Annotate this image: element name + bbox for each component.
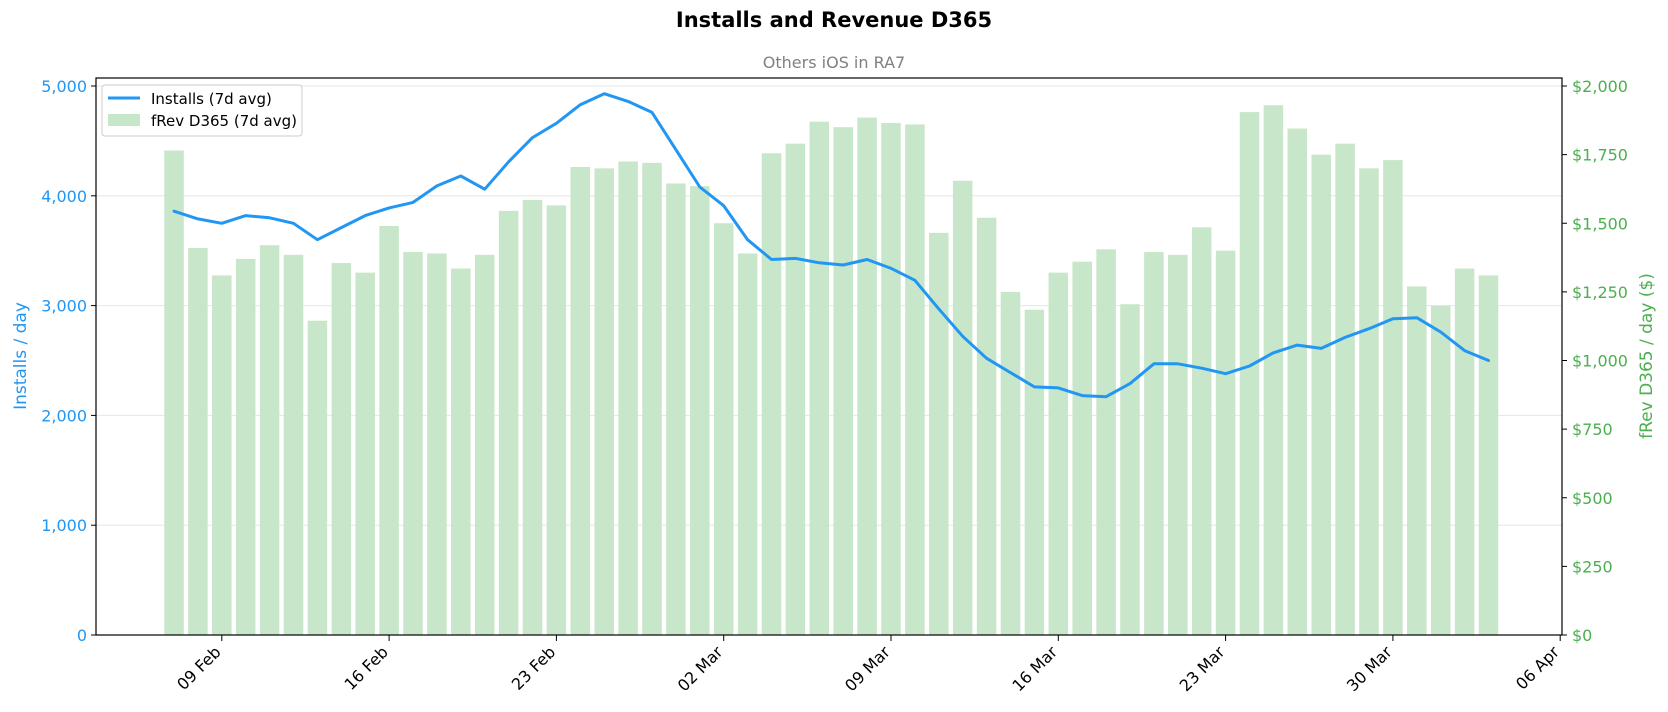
y-left-tick-label: 4,000 (41, 187, 87, 206)
revenue-bar (403, 252, 423, 635)
legend-installs-label: Installs (7d avg) (151, 90, 272, 108)
y-axis-right: $0 $250 $500 $750 $1,000 $1,250 $1,500 $1,750 $2… (1562, 77, 1628, 645)
revenue-bar (642, 162, 662, 636)
y-axis-left: 0 1,000 2,000 3,000 4,000 5,000 (41, 77, 96, 645)
y-right-tick-label: $1,500 (1572, 214, 1628, 233)
revenue-bar (1120, 304, 1140, 635)
x-tick-label: 23 Feb (508, 642, 559, 693)
legend-revenue-swatch (108, 114, 140, 126)
x-tick-label: 09 Mar (841, 642, 894, 695)
legend-revenue-label: fRev D365 (7d avg) (151, 112, 297, 130)
revenue-bar (474, 254, 495, 635)
revenue-bar (522, 199, 543, 636)
y-right-tick-label: $1,750 (1572, 146, 1628, 165)
revenue-bar (188, 247, 208, 635)
revenue-bar (1335, 143, 1355, 635)
y-left-tick-label: 0 (77, 626, 87, 645)
revenue-bar (1383, 160, 1403, 636)
y-right-tick-label: $500 (1572, 489, 1613, 508)
chart-title: Installs and Revenue D365 (676, 8, 992, 32)
revenue-bar (1359, 168, 1379, 635)
y-axis-right-label: fRev D365 / day ($) (1637, 273, 1657, 439)
revenue-bar (1287, 128, 1308, 636)
revenue-bar (307, 320, 328, 635)
plot-frame (95, 77, 1563, 636)
revenue-bar (1191, 227, 1212, 635)
revenue-bar (1096, 249, 1116, 635)
revenue-bar (666, 183, 686, 635)
revenue-bar (570, 166, 591, 636)
y-right-tick-label: $250 (1572, 557, 1613, 576)
x-tick-label: 30 Mar (1343, 642, 1396, 695)
revenue-bar (952, 180, 973, 635)
revenue-bar (833, 127, 853, 636)
revenue-bar (1407, 286, 1427, 635)
revenue-bar (737, 253, 758, 635)
y-left-tick-label: 3,000 (41, 297, 87, 316)
y-left-tick-label: 5,000 (41, 77, 87, 96)
revenue-bar (857, 117, 877, 635)
revenue-bar (212, 275, 232, 635)
revenue-bar (355, 272, 375, 635)
revenue-bar (1454, 268, 1475, 635)
revenue-bar (1478, 275, 1499, 635)
revenue-bar (379, 225, 399, 635)
revenue-bar (1072, 261, 1092, 635)
revenue-bar (546, 205, 567, 635)
x-tick-label: 06 Apr (1512, 642, 1563, 693)
y-left-tick-label: 1,000 (41, 516, 87, 535)
revenue-bar (1430, 305, 1451, 635)
revenue-bar (1000, 291, 1021, 635)
x-tick-label: 16 Feb (340, 642, 391, 693)
chart-subtitle: Others iOS in RA7 (763, 53, 905, 72)
revenue-bar (1263, 105, 1284, 636)
revenue-bar (1048, 272, 1069, 635)
x-tick-label: 02 Mar (674, 642, 727, 695)
y-right-tick-label: $1,000 (1572, 352, 1628, 371)
revenue-bar (809, 121, 830, 635)
y-right-tick-label: $0 (1572, 626, 1592, 645)
revenue-bar (976, 217, 997, 635)
revenue-bar (259, 245, 280, 635)
revenue-bars (164, 105, 1499, 636)
revenue-bar (1311, 154, 1331, 635)
x-tick-label: 16 Mar (1008, 642, 1061, 695)
revenue-bar (690, 186, 710, 635)
y-axis-left-label: Installs / day (11, 302, 31, 410)
x-axis: 09 Feb 16 Feb 23 Feb 02 Mar 09 Mar 16 Mar 23 M… (173, 635, 1563, 695)
revenue-bar (929, 232, 949, 636)
x-tick-label: 23 Mar (1176, 642, 1229, 695)
legend: Installs (7d avg) fRev D365 (7d avg) (101, 84, 303, 137)
revenue-bar (235, 258, 256, 635)
revenue-bar (905, 124, 925, 636)
x-tick-label: 09 Feb (173, 642, 224, 693)
y-right-tick-label: $2,000 (1572, 77, 1628, 96)
y-right-tick-label: $1,250 (1572, 283, 1628, 302)
revenue-bar (427, 253, 447, 635)
revenue-bar (164, 150, 184, 635)
y-left-tick-label: 2,000 (41, 406, 87, 425)
legend-box (101, 84, 303, 137)
revenue-bar (785, 143, 806, 635)
installs-line (172, 92, 1490, 399)
revenue-bar (331, 263, 352, 635)
revenue-bar (1215, 250, 1236, 635)
revenue-bar (594, 168, 614, 635)
y-right-tick-label: $750 (1572, 420, 1613, 439)
revenue-bar (713, 223, 734, 635)
revenue-bar (1168, 254, 1188, 635)
revenue-bar (618, 161, 638, 636)
revenue-bar (881, 123, 901, 636)
revenue-bar (451, 268, 471, 635)
revenue-bar (283, 254, 304, 635)
revenue-bar (1239, 112, 1260, 635)
revenue-bar (761, 153, 782, 635)
revenue-bar (1024, 309, 1045, 635)
revenue-bar (1144, 252, 1164, 635)
installs-line-group (172, 92, 1490, 399)
revenue-bar (498, 210, 519, 635)
